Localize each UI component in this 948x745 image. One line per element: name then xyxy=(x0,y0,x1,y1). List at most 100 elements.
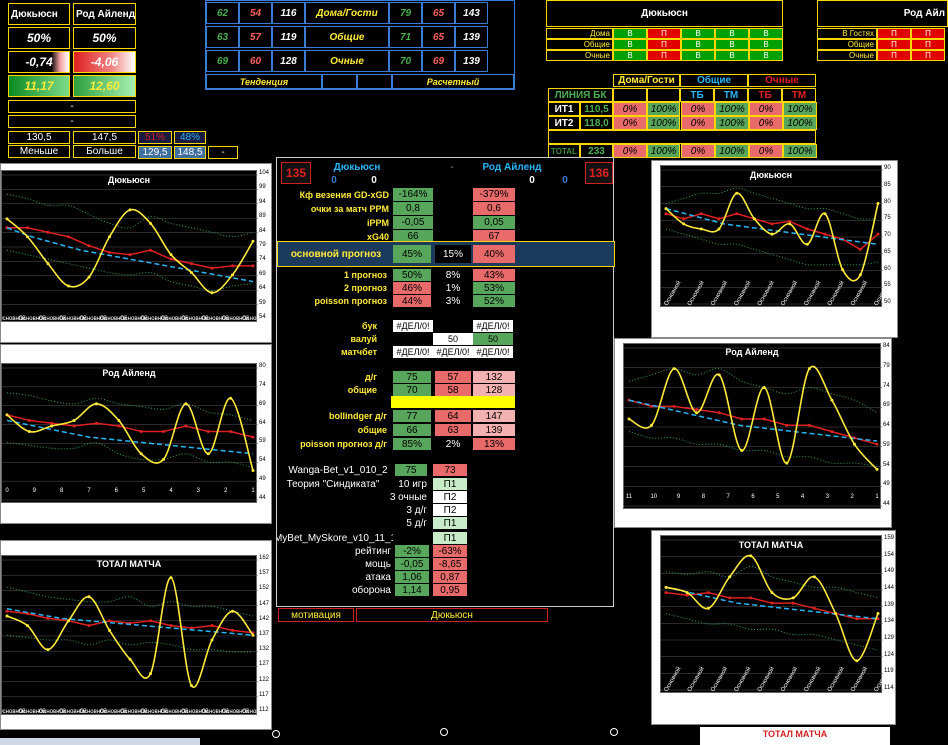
chart-team2-left: Род Айленд 0 9 8 7 6 5 4 3 2 1 80 74 69 64 59 54 49 44 xyxy=(0,344,272,524)
chart-title: Род Айленд xyxy=(725,347,779,357)
form1-cell-0-3: В xyxy=(715,28,749,39)
value-line-point xyxy=(717,227,721,231)
x-tick-label: Основной xyxy=(756,280,776,307)
average-line-point xyxy=(685,593,689,597)
resize-handle-1[interactable] xyxy=(272,730,280,738)
y-tick-label: 162 xyxy=(259,555,270,561)
syndicate-label: Теория "Синдиката" xyxy=(286,478,380,490)
z1: 0 xyxy=(331,174,337,186)
dash-row-2: - xyxy=(8,115,136,128)
boll-1-v2: 139 xyxy=(473,424,515,436)
resize-handle-3[interactable] xyxy=(610,728,618,736)
form1-cell-2-1: П xyxy=(647,50,681,61)
y-tick-label: 70 xyxy=(884,232,891,238)
y-tick-label: 144 xyxy=(884,585,895,591)
value-line-point xyxy=(664,207,668,211)
horizontal-scrollbar[interactable] xyxy=(0,738,200,745)
y-tick-label: 54 xyxy=(259,314,266,320)
bk-row0-label: ИТ1 xyxy=(548,102,580,116)
value-line-point xyxy=(5,413,9,417)
x-tick-label: Основной xyxy=(120,708,148,715)
x-tick-label: Основной xyxy=(59,708,87,715)
team2-pct: 50% xyxy=(73,27,136,49)
value-line-point xyxy=(812,575,816,579)
boll-2-v1: 2% xyxy=(445,438,461,450)
y-tick-label: 129 xyxy=(884,635,895,641)
value-line-point xyxy=(740,449,744,452)
tm-row0-e: 65 xyxy=(422,2,455,24)
y-tick-label: 124 xyxy=(884,651,895,658)
bk-line-label: ЛИНИЯ БК xyxy=(548,88,613,102)
forecast-1-v0: 46% xyxy=(393,282,431,294)
y-tick-label: 74 xyxy=(259,256,266,263)
average-line-point xyxy=(46,616,50,620)
value-line-point xyxy=(728,575,732,579)
average-line-point xyxy=(650,404,654,408)
value-line-point xyxy=(807,367,811,371)
tendency-blank-2 xyxy=(357,74,392,89)
y-tick-label: 75 xyxy=(884,215,891,222)
x-tick-label: 1 xyxy=(875,494,879,500)
book-2-label: матчбет xyxy=(340,347,377,357)
value-line-point xyxy=(27,430,31,434)
value-line-point xyxy=(770,591,774,595)
average-line-point xyxy=(139,430,143,434)
value-line-point xyxy=(162,457,166,461)
bk-tb-1: ТБ xyxy=(680,88,714,102)
average-line-point xyxy=(876,617,880,621)
tm-row2-b: 60 xyxy=(239,50,272,72)
chart-bottom-right-title: ТОТАЛ МАТЧА xyxy=(762,729,828,739)
main-forecast-label: основной прогноз xyxy=(290,248,382,260)
chart-svg: 11 10 9 8 7 6 5 4 3 2 1 xyxy=(624,347,882,507)
y-tick-label: 85 xyxy=(884,181,891,188)
x-tick-label: Основной xyxy=(2,708,26,715)
average-line-point xyxy=(169,624,173,628)
bk-row2-v5: 100% xyxy=(783,144,817,158)
rowa-2-v2: 0,05 xyxy=(473,216,515,229)
bk-row2-v3: 100% xyxy=(715,144,749,158)
bk-row1-v3: 100% xyxy=(715,116,749,130)
rowa-0-v1: -164% xyxy=(393,188,433,201)
x-tick-label: Основной xyxy=(161,315,189,322)
boll-2-v0: 85% xyxy=(393,438,431,450)
y-tick-label: 80 xyxy=(884,198,891,205)
y-tick-label: 99 xyxy=(259,184,266,191)
forecast-0-v0: 50% xyxy=(393,269,431,281)
form1-cell-2-0: В xyxy=(613,50,647,61)
book-1-v1: 50 xyxy=(433,333,473,345)
synd-3-value: П1 xyxy=(433,517,467,529)
average-line-point xyxy=(812,606,816,610)
value-line xyxy=(665,554,879,662)
y-tick-label: 84 xyxy=(883,343,890,349)
bk-row2-v4: 0% xyxy=(749,144,783,158)
average-line-point xyxy=(231,264,234,268)
rowa-1-v1: 0,8 xyxy=(393,202,433,215)
average-line-point xyxy=(770,222,774,226)
average-line-point xyxy=(108,619,111,623)
mybet-0-label: рейтинг xyxy=(354,545,391,557)
value-line-point xyxy=(858,273,862,277)
synd-2-value: П2 xyxy=(433,504,467,516)
value-line-point xyxy=(190,684,193,688)
value-line-point xyxy=(682,222,686,226)
average-line-point xyxy=(664,591,668,595)
resize-handle-2[interactable] xyxy=(440,728,448,736)
yellow-separator xyxy=(391,396,515,408)
x-tick-label: 3 xyxy=(826,494,830,500)
x-tick-label: 6 xyxy=(115,488,119,494)
form2-label-0: В Гостях xyxy=(817,28,877,39)
mybet-2-v0: 1,06 xyxy=(395,571,429,583)
value-line-point xyxy=(717,373,721,377)
y-tick-label: 157 xyxy=(259,570,270,577)
value-line-point xyxy=(823,212,827,216)
x-tick-label: Основной xyxy=(140,708,168,715)
bk-row0-v1: 100% xyxy=(647,102,680,116)
boll-0-v1: 64 xyxy=(435,410,471,422)
mybet-3-label: оборона xyxy=(351,584,391,596)
mybet-3-v1: 0,95 xyxy=(433,584,467,596)
mybet-0-v1: -63% xyxy=(433,545,467,557)
value-line-point xyxy=(206,452,210,456)
y-tick-label: 55 xyxy=(884,282,891,289)
